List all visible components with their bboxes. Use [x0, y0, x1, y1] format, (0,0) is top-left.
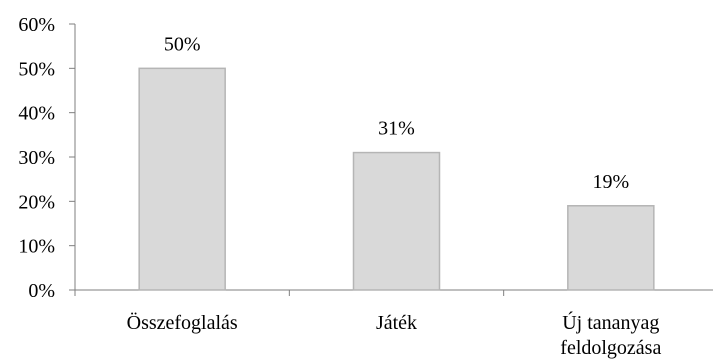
y-tick-label: 10% — [18, 236, 55, 258]
data-label: 19% — [592, 171, 629, 193]
category-label-line: feldolgozása — [560, 337, 661, 359]
bar — [567, 205, 655, 291]
y-tick-label: 60% — [18, 14, 55, 36]
category-labels: Összefoglalás Játék Új tananyag feldolgozás… — [127, 310, 662, 359]
data-label: 50% — [164, 33, 201, 55]
category-label-line: Játék — [376, 312, 417, 334]
category-label: Új tananyag feldolgozása — [560, 310, 661, 359]
category-label-line: Összefoglalás — [127, 311, 238, 334]
category-label: Játék — [376, 312, 417, 334]
x-axis — [74, 289, 713, 296]
bar — [352, 151, 441, 291]
data-labels: 50% 31% 19% — [164, 33, 629, 192]
y-tick-label: 40% — [18, 103, 55, 125]
y-tick-label: 20% — [18, 191, 55, 213]
y-tick-label: 50% — [18, 58, 55, 80]
category-label-line: Új tananyag — [562, 310, 659, 334]
category-label: Összefoglalás — [127, 311, 238, 334]
y-tick-label: 30% — [18, 147, 55, 169]
y-axis: 0% 10% 20% 30% 40% 50% 60% — [18, 14, 76, 302]
data-label: 31% — [378, 118, 415, 140]
y-tick-label: 0% — [28, 280, 55, 302]
bar — [138, 67, 226, 291]
bars — [138, 67, 655, 291]
